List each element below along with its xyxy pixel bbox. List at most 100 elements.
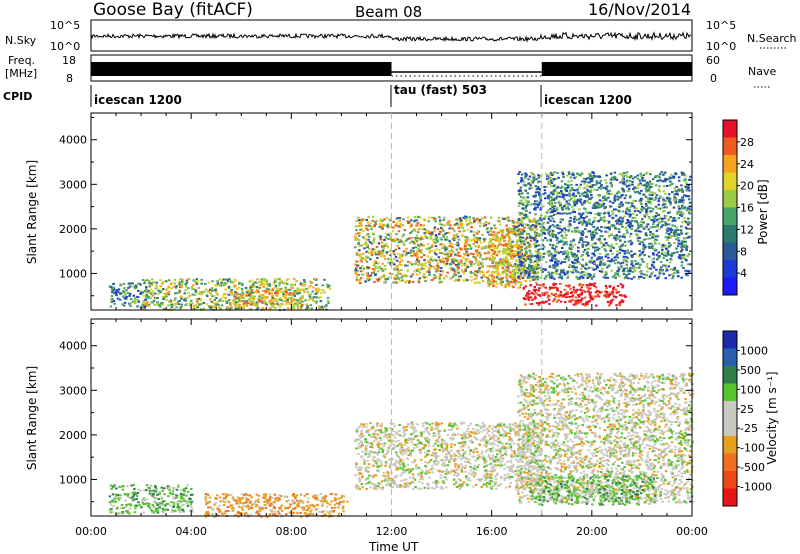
heatmap-cell (681, 190, 684, 193)
heatmap-cell (619, 262, 622, 265)
heatmap-cell (173, 282, 177, 285)
heatmap-cell (564, 228, 568, 231)
heatmap-cell (383, 244, 387, 247)
heatmap-cell (420, 267, 424, 270)
heatmap-cell (115, 289, 118, 292)
heatmap-cell (557, 276, 561, 279)
heatmap-cell (305, 307, 308, 310)
heatmap-cell (387, 257, 390, 260)
freq-tick-bottom: 8 (66, 72, 73, 85)
heatmap-cell (360, 273, 364, 276)
heatmap-cell (500, 283, 503, 286)
heatmap-cell (500, 243, 503, 246)
heatmap-cell (180, 284, 184, 287)
heatmap-cell (569, 245, 572, 248)
heatmap-cell (430, 249, 434, 252)
heatmap-cell (560, 192, 564, 195)
heatmap-cell (431, 231, 434, 234)
heatmap-cell (561, 212, 565, 215)
heatmap-cell (478, 270, 482, 273)
heatmap-cell (579, 195, 582, 198)
heatmap-cell (518, 192, 521, 195)
heatmap-cell (264, 302, 267, 305)
heatmap-cell (509, 242, 512, 245)
heatmap-cell (476, 237, 479, 239)
heatmap-cell (415, 258, 419, 261)
heatmap-cell (370, 228, 373, 231)
heatmap-cell (309, 293, 312, 296)
heatmap-cell (293, 292, 297, 294)
heatmap-cell (587, 190, 590, 193)
heatmap-cell (684, 178, 687, 181)
heatmap-cell (658, 207, 662, 210)
heatmap-cell (688, 189, 691, 192)
heatmap-cell (607, 220, 611, 223)
heatmap-cell (586, 251, 589, 254)
heatmap-cell (583, 200, 586, 203)
heatmap-cell (592, 246, 595, 249)
heatmap-cell (241, 292, 245, 295)
heatmap-cell (520, 248, 524, 251)
nsky-trace (90, 31, 692, 43)
heatmap-cell (488, 283, 491, 286)
heatmap-cell (495, 282, 499, 285)
heatmap-cell (162, 298, 165, 300)
heatmap-cell (161, 303, 165, 306)
heatmap-cell (500, 280, 503, 283)
heatmap-cell (532, 269, 535, 272)
heatmap-cell (616, 219, 619, 222)
heatmap-cell (183, 500, 187, 503)
heatmap-cell (242, 300, 245, 302)
heatmap-cell (195, 298, 198, 301)
heatmap-cell (380, 255, 383, 258)
heatmap-cell (519, 186, 523, 189)
heatmap-cell (514, 226, 517, 228)
heatmap-cell (549, 203, 553, 206)
heatmap-cell (613, 171, 617, 174)
heatmap-cell (211, 306, 215, 309)
heatmap-cell (410, 240, 414, 243)
heatmap-cell (593, 188, 596, 191)
heatmap-cell (553, 267, 557, 270)
heatmap-cell (323, 291, 326, 294)
heatmap-cell (380, 267, 383, 270)
heatmap-cell (222, 293, 225, 296)
heatmap-cell (554, 234, 557, 237)
heatmap-cell (647, 182, 650, 185)
heatmap-cell (469, 222, 472, 225)
heatmap-cell (593, 282, 597, 285)
heatmap-cell (621, 286, 624, 289)
heatmap-cell (523, 243, 526, 246)
heatmap-cell (232, 281, 235, 284)
heatmap-cell (652, 226, 655, 228)
heatmap-cell (504, 251, 507, 254)
heatmap-cell (438, 233, 441, 236)
heatmap-cell (193, 280, 197, 283)
heatmap-cell (476, 239, 479, 241)
heatmap-cell (636, 222, 640, 225)
heatmap-cell (275, 294, 279, 297)
heatmap-cell (576, 288, 579, 291)
heatmap-cell (319, 300, 323, 303)
heatmap-cell (374, 260, 377, 263)
heatmap-cell (539, 276, 542, 279)
heatmap-cell (142, 294, 145, 297)
heatmap-cell (219, 284, 223, 287)
heatmap-cell (684, 220, 688, 223)
heatmap-cell (570, 295, 574, 298)
heatmap-cell (566, 295, 569, 298)
heatmap-cell (535, 242, 538, 245)
heatmap-cell (445, 258, 448, 261)
heatmap-cell (538, 188, 541, 191)
heatmap-cell (134, 507, 137, 510)
heatmap-cell (509, 280, 512, 283)
heatmap-cell (556, 224, 559, 227)
heatmap-cell (534, 260, 537, 263)
heatmap-cell (472, 243, 475, 245)
heatmap-cell (356, 280, 360, 282)
heatmap-cell (663, 180, 666, 183)
heatmap-cell (687, 236, 691, 239)
heatmap-cell (592, 236, 596, 239)
heatmap-cell (427, 230, 431, 233)
heatmap-cell (373, 248, 377, 251)
